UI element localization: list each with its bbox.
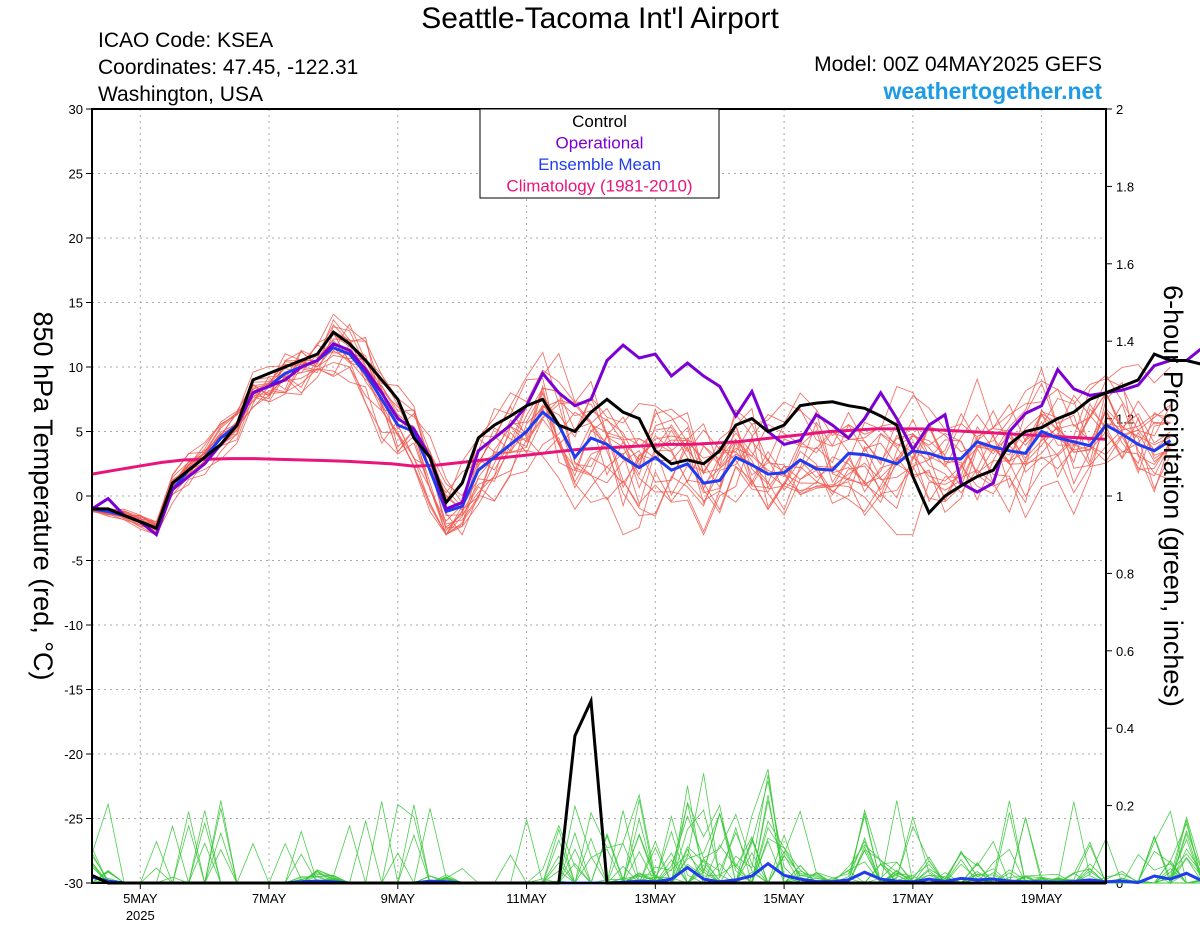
precipitation-control-line — [91, 695, 1106, 885]
website-link[interactable]: weathertogether.net — [883, 78, 1102, 104]
precipitation-member-line — [92, 799, 1200, 885]
y-tick-label-left: 30 — [69, 102, 83, 117]
precipitation-member-line — [91, 800, 1200, 885]
precipitation-member-line — [91, 800, 1200, 884]
y-axis-label-left: 850 hPa Temperature (red, °C) — [28, 312, 58, 681]
y-tick-label-right: 1.4 — [1116, 334, 1134, 349]
y-tick-label-right: 0.2 — [1116, 799, 1134, 814]
legend-ensemble-mean: Ensemble Mean — [538, 155, 661, 174]
y-tick-label-left: -20 — [64, 747, 83, 762]
temperature-member-line — [91, 334, 1171, 526]
temperature-member-line — [91, 313, 1171, 536]
legend-operational: Operational — [556, 134, 644, 153]
temperature-member-line — [91, 350, 1171, 536]
y-tick-label-right: 0 — [1116, 876, 1123, 891]
y-tick-label-left: 0 — [76, 489, 83, 504]
x-tick-label: 9MAY — [381, 891, 416, 906]
y-tick-label-right: 0.4 — [1116, 721, 1134, 736]
y-tick-label-left: -30 — [64, 876, 83, 891]
legend-box — [479, 108, 720, 199]
temperature-operational-line — [91, 342, 1200, 538]
precipitation-member-line — [91, 804, 1200, 885]
temperature-member-line — [91, 324, 1171, 536]
y-tick-label-right: 1.6 — [1116, 257, 1134, 272]
precipitation-member-line — [91, 801, 1200, 885]
y-tick-label-right: 1.8 — [1116, 179, 1134, 194]
precipitation-member-line — [91, 800, 1200, 884]
x-tick-label: 5MAY — [123, 891, 158, 906]
y-tick-label-right: 0.8 — [1116, 566, 1134, 581]
y-tick-label-right: 2 — [1116, 102, 1123, 117]
y-tick-label-left: 15 — [69, 296, 83, 311]
icao-code: ICAO Code: KSEA — [98, 29, 274, 52]
temperature-member-line — [91, 323, 1171, 536]
temperature-member-line — [91, 330, 1171, 532]
model-run: Model: 00Z 04MAY2025 GEFS — [814, 53, 1102, 76]
climatology-line — [91, 427, 1107, 476]
plot-frame — [91, 108, 1107, 884]
precipitation-member-line — [91, 803, 1200, 884]
x-tick-label: 17MAY — [892, 891, 934, 906]
y-tick-label-right: 0.6 — [1116, 644, 1134, 659]
y-tick-label-right: 1 — [1116, 489, 1123, 504]
temperature-member-line — [91, 361, 1171, 535]
legend-control: Control — [572, 112, 627, 131]
y-tick-label-left: -10 — [64, 618, 83, 633]
location-name: Washington, USA — [98, 83, 263, 106]
temperature-member-line — [91, 332, 1171, 530]
x-tick-label: 19MAY — [1021, 891, 1063, 906]
y-tick-label-left: 20 — [69, 231, 83, 246]
x-tick-label: 11MAY — [506, 891, 547, 906]
y-tick-label-left: 10 — [69, 360, 83, 375]
temperature-member-line — [91, 326, 1171, 536]
coordinates: Coordinates: 47.45, -122.31 — [98, 56, 359, 79]
temperature-control-line — [92, 330, 1200, 531]
x-tick-label: 7MAY — [252, 891, 287, 906]
precipitation-member-line — [92, 801, 1200, 885]
y-tick-label-left: -25 — [64, 812, 83, 827]
y-tick-label-left: 25 — [69, 167, 83, 182]
y-tick-label-left: 5 — [76, 425, 83, 440]
x-tick-label: 15MAY — [763, 891, 805, 906]
x-tick-sublabel: 2025 — [126, 908, 155, 923]
precipitation-member-line — [91, 800, 1200, 884]
y-tick-label-left: -5 — [71, 554, 83, 569]
y-axis-label-right: 6-hour Precipitation (green, inches) — [1158, 285, 1188, 707]
precipitation-member-line — [91, 795, 1200, 884]
chart-title: Seattle-Tacoma Int'l Airport — [421, 2, 779, 35]
x-tick-label: 13MAY — [634, 891, 676, 906]
y-tick-label-left: -15 — [64, 683, 83, 698]
legend-climatology: Climatology (1981-2010) — [506, 177, 692, 196]
temperature-member-line — [91, 366, 1171, 536]
